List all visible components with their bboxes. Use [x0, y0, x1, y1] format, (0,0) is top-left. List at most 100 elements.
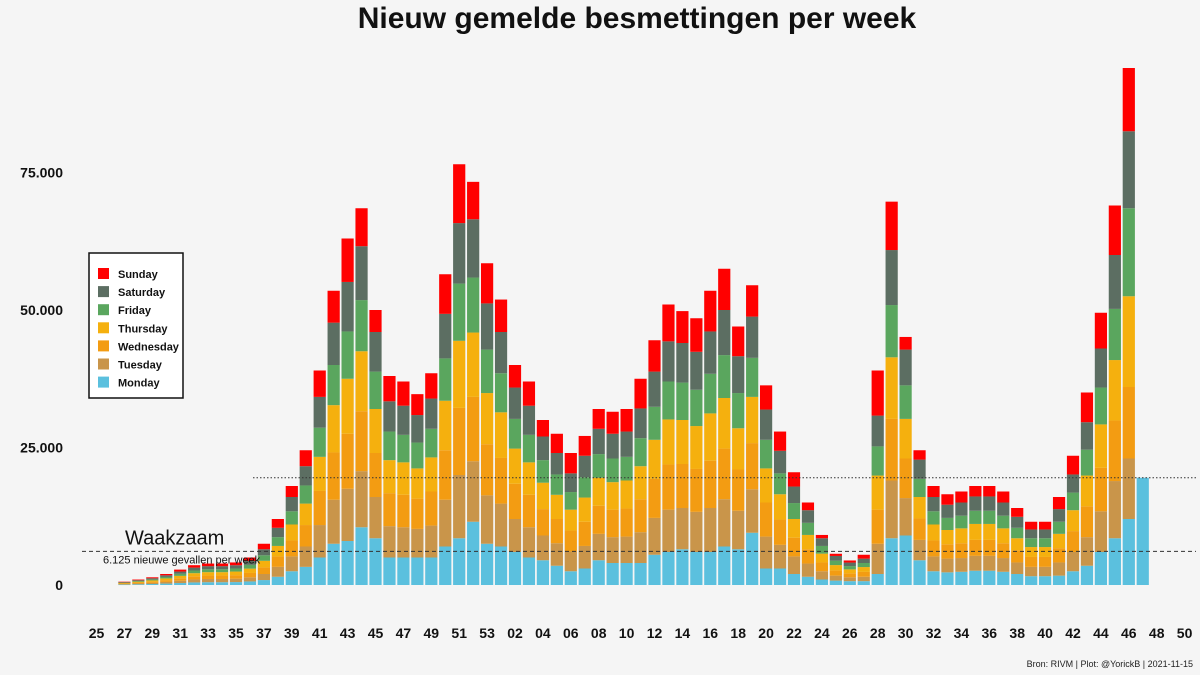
bar-segment-saturday-week-15 [690, 351, 703, 390]
bar-segment-monday-week-28 [871, 574, 884, 585]
x-tick-label: 27 [117, 625, 133, 641]
bar-segment-friday-week-45 [369, 371, 382, 409]
bar-segment-saturday-week-44 [355, 246, 368, 301]
bar-segment-monday-week-12 [648, 554, 661, 585]
bar-segment-sunday-week-45 [369, 310, 382, 332]
x-tick-label: 33 [200, 625, 216, 641]
x-tick-label: 04 [535, 625, 551, 641]
bar-segment-friday-week-19 [746, 357, 759, 397]
bar-segment-monday-week-48 [411, 557, 424, 585]
bar-segment-wednesday-week-22 [787, 537, 801, 557]
bar-segment-monday-week-29 [885, 538, 898, 585]
bar-segment-saturday-week-29 [885, 250, 898, 306]
bar-segment-wednesday-week-33 [941, 544, 954, 559]
bar-segment-tuesday-week-32 [188, 579, 201, 583]
bar-segment-thursday-week-20 [760, 468, 773, 503]
bar-segment-friday-week-47 [397, 434, 410, 463]
x-tick-label: 43 [340, 625, 356, 641]
bar-segment-sunday-week-33 [941, 494, 954, 505]
bar-segment-wednesday-week-14 [676, 464, 689, 508]
bar-segment-thursday-week-11 [634, 466, 647, 500]
legend-label-thursday: Thursday [118, 323, 168, 335]
bar-segment-sunday-week-38 [1011, 508, 1024, 517]
bar-segment-sunday-week-43 [341, 238, 354, 282]
bar-segment-wednesday-week-12 [648, 478, 661, 518]
bar-segment-tuesday-week-29 [146, 582, 159, 585]
bar-segment-thursday-week-38 [271, 545, 284, 557]
bar-segment-monday-week-01 [494, 546, 508, 585]
bar-segment-wednesday-week-31 [913, 518, 926, 540]
bar-segment-saturday-week-36 [243, 560, 257, 565]
threshold-sublabel: 6.125 nieuwe gevallen per week [103, 554, 261, 566]
bar-segment-saturday-week-39 [1025, 529, 1038, 539]
bar-segment-friday-week-32 [188, 570, 201, 574]
bar-segment-friday-week-24 [815, 545, 828, 554]
bar-segment-friday-week-36 [983, 510, 996, 524]
bar-segment-sunday-week-43 [1080, 392, 1094, 423]
bar-segment-wednesday-week-36 [983, 539, 996, 556]
bar-segment-sunday-week-41 [1052, 497, 1066, 510]
legend-swatch-monday [98, 376, 109, 388]
bar-segment-sunday-week-37 [257, 543, 270, 550]
bar-segment-thursday-week-30 [899, 418, 912, 459]
bar-segment-tuesday-week-25 [829, 575, 842, 581]
bar-segment-thursday-week-26 [843, 569, 856, 574]
bar-segment-friday-week-09 [606, 458, 619, 483]
x-tick-label: 18 [730, 625, 746, 641]
x-tick-label: 29 [145, 625, 161, 641]
bar-segment-tuesday-week-40 [299, 546, 312, 567]
bar-segment-friday-week-40 [299, 485, 312, 504]
source-caption: Bron: RIVM | Plot: @YorickB | 2021-11-15 [1027, 659, 1193, 669]
bar-segment-monday-week-27 [857, 581, 870, 585]
bar-segment-monday-week-46 [1122, 519, 1135, 585]
bar-segment-monday-week-53 [481, 543, 494, 585]
bar-segment-wednesday-week-20 [760, 502, 773, 537]
bar-segment-wednesday-week-38 [1011, 550, 1024, 563]
legend-swatch-tuesday [98, 358, 109, 370]
bar-segment-friday-week-25 [829, 560, 842, 566]
bar-segment-sunday-week-02 [508, 365, 522, 388]
bar-segment-wednesday-week-23 [801, 549, 815, 564]
bar-segment-thursday-week-07 [578, 497, 591, 522]
bar-segment-thursday-week-12 [648, 439, 661, 479]
bar-segment-monday-week-11 [634, 563, 647, 585]
bar-segment-sunday-week-16 [704, 290, 717, 332]
bar-segment-friday-week-36 [243, 564, 257, 569]
x-tick-label: 22 [786, 625, 802, 641]
bar-segment-tuesday-week-45 [369, 497, 382, 539]
bar-segment-thursday-week-37 [257, 560, 270, 568]
bar-segment-saturday-week-17 [718, 310, 731, 356]
bar-segment-monday-week-16 [704, 552, 717, 585]
bar-segment-saturday-week-08 [592, 428, 605, 455]
bar-segment-friday-week-05 [550, 474, 563, 495]
bar-segment-saturday-week-38 [271, 527, 284, 538]
bar-segment-monday-week-41 [1052, 575, 1066, 585]
bar-segment-thursday-week-43 [341, 378, 354, 434]
x-tick-label: 45 [368, 625, 384, 641]
bar-segment-friday-week-16 [704, 373, 717, 414]
bar-segment-thursday-week-29 [885, 357, 898, 419]
bar-segment-tuesday-week-38 [271, 566, 284, 577]
bar-segment-thursday-week-03 [522, 462, 536, 495]
bar-segment-thursday-week-39 [285, 524, 298, 541]
legend-label-monday: Monday [118, 378, 160, 390]
bar-segment-tuesday-week-37 [997, 558, 1010, 572]
bar-segment-saturday-week-27 [857, 558, 870, 563]
bar-segment-saturday-week-53 [481, 303, 494, 350]
bar-segment-sunday-week-46 [383, 376, 396, 402]
bar-segment-monday-week-22 [787, 574, 801, 585]
x-axis: 25 27 29 31 33 35 37 39 41 43 45 47 49 51 53 02 04 06 08 10… [89, 625, 1193, 641]
bar-segment-tuesday-week-31 [174, 580, 187, 584]
bar-segment-sunday-week-35 [969, 486, 982, 497]
x-tick-label: 24 [814, 625, 830, 641]
bar-segment-saturday-week-16 [704, 331, 717, 374]
bar-segment-monday-week-27 [118, 584, 131, 586]
bar-segment-thursday-week-40 [299, 503, 312, 526]
bar-segment-tuesday-week-12 [648, 517, 661, 555]
bar-segment-thursday-week-37 [997, 528, 1010, 544]
bar-segment-monday-week-42 [1066, 571, 1080, 585]
bar-segment-sunday-week-24 [815, 534, 828, 539]
bar-segment-monday-week-45 [369, 538, 382, 585]
bar-segment-saturday-week-10 [620, 431, 633, 457]
bar-segment-saturday-week-38 [1011, 516, 1024, 528]
